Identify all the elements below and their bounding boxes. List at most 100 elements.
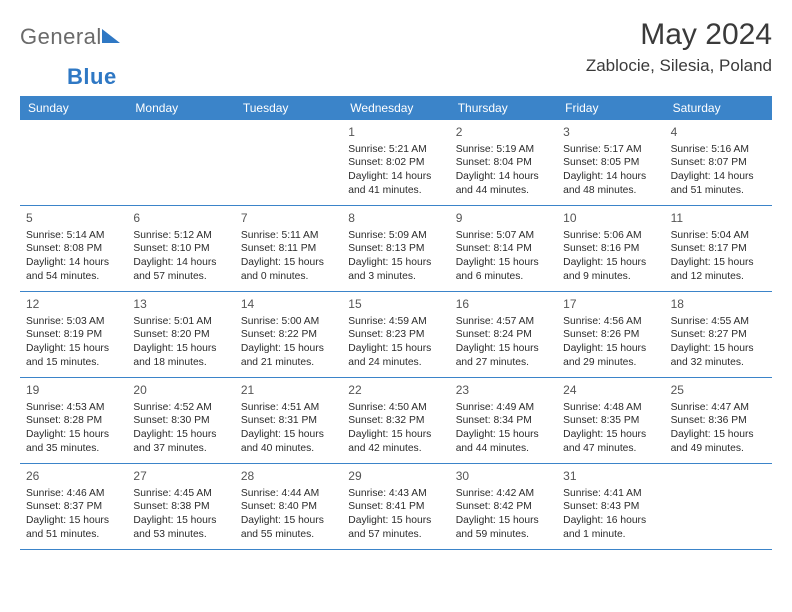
sunset-line: Sunset: 8:43 PM: [563, 500, 658, 514]
sunrise-line: Sunrise: 4:50 AM: [348, 401, 443, 415]
sunrise-line: Sunrise: 5:04 AM: [671, 229, 766, 243]
sunset-line: Sunset: 8:32 PM: [348, 414, 443, 428]
daylight-line: Daylight: 15 hours and 55 minutes.: [241, 514, 336, 541]
dayhead-thu: Thursday: [450, 96, 557, 120]
day-cell-25: 25Sunrise: 4:47 AMSunset: 8:36 PMDayligh…: [665, 378, 772, 464]
sunrise-line: Sunrise: 5:11 AM: [241, 229, 336, 243]
sunrise-line: Sunrise: 5:17 AM: [563, 143, 658, 157]
sunrise-line: Sunrise: 5:12 AM: [133, 229, 228, 243]
sunset-line: Sunset: 8:08 PM: [26, 242, 121, 256]
calendar-grid: Sunday Monday Tuesday Wednesday Thursday…: [20, 96, 772, 550]
sunset-line: Sunset: 8:19 PM: [26, 328, 121, 342]
sunrise-line: Sunrise: 5:01 AM: [133, 315, 228, 329]
sunrise-line: Sunrise: 4:46 AM: [26, 487, 121, 501]
day-number: 11: [671, 211, 766, 227]
sunset-line: Sunset: 8:34 PM: [456, 414, 551, 428]
daylight-line: Daylight: 15 hours and 0 minutes.: [241, 256, 336, 283]
day-number: 12: [26, 297, 121, 313]
daylight-line: Daylight: 15 hours and 18 minutes.: [133, 342, 228, 369]
sunrise-line: Sunrise: 5:06 AM: [563, 229, 658, 243]
day-number: 22: [348, 383, 443, 399]
day-number: 13: [133, 297, 228, 313]
page-title: May 2024: [586, 18, 772, 52]
sunrise-line: Sunrise: 4:51 AM: [241, 401, 336, 415]
brand-word1: General: [20, 24, 102, 50]
sunrise-line: Sunrise: 4:47 AM: [671, 401, 766, 415]
day-cell-8: 8 Sunrise: 5:09 AMSunset: 8:13 PMDaylight…: [342, 206, 449, 292]
sunrise-line: Sunrise: 5:07 AM: [456, 229, 551, 243]
day-cell-22: 22 Sunrise: 4:50 AMSunset: 8:32 PMDayligh…: [342, 378, 449, 464]
day-number: 17: [563, 297, 658, 313]
day-cell-15: 15Sunrise: 4:59 AMSunset: 8:23 PMDayligh…: [342, 292, 449, 378]
day-cell-4: 4Sunrise: 5:16 AMSunset: 8:07 PMDaylight…: [665, 120, 772, 206]
day-cell-9: 9Sunrise: 5:07 AMSunset: 8:14 PMDaylight…: [450, 206, 557, 292]
dayhead-fri: Friday: [557, 96, 664, 120]
daylight-line: Daylight: 15 hours and 24 minutes.: [348, 342, 443, 369]
daylight-line: Daylight: 15 hours and 6 minutes.: [456, 256, 551, 283]
day-number: 25: [671, 383, 766, 399]
daylight-line: Daylight: 15 hours and 42 minutes.: [348, 428, 443, 455]
sunrise-line: Sunrise: 5:09 AM: [348, 229, 443, 243]
daylight-line: Daylight: 15 hours and 44 minutes.: [456, 428, 551, 455]
sunset-line: Sunset: 8:23 PM: [348, 328, 443, 342]
day-cell-28: 28Sunrise: 4:44 AMSunset: 8:40 PMDayligh…: [235, 464, 342, 550]
sunset-line: Sunset: 8:41 PM: [348, 500, 443, 514]
day-number: 15: [348, 297, 443, 313]
day-cell-14: 14Sunrise: 5:00 AMSunset: 8:22 PMDayligh…: [235, 292, 342, 378]
day-cell-31: 31Sunrise: 4:41 AMSunset: 8:43 PMDayligh…: [557, 464, 664, 550]
daylight-line: Daylight: 15 hours and 35 minutes.: [26, 428, 121, 455]
sunrise-line: Sunrise: 4:43 AM: [348, 487, 443, 501]
day-cell-27: 27Sunrise: 4:45 AMSunset: 8:38 PMDayligh…: [127, 464, 234, 550]
dayhead-sun: Sunday: [20, 96, 127, 120]
day-number: 6: [133, 211, 228, 227]
day-number: 27: [133, 469, 228, 485]
daylight-line: Daylight: 15 hours and 15 minutes.: [26, 342, 121, 369]
sunset-line: Sunset: 8:05 PM: [563, 156, 658, 170]
day-number: 24: [563, 383, 658, 399]
day-cell-30: 30Sunrise: 4:42 AMSunset: 8:42 PMDayligh…: [450, 464, 557, 550]
sail-icon: [102, 29, 120, 43]
day-cell-24: 24Sunrise: 4:48 AMSunset: 8:35 PMDayligh…: [557, 378, 664, 464]
sunset-line: Sunset: 8:07 PM: [671, 156, 766, 170]
sunrise-line: Sunrise: 4:52 AM: [133, 401, 228, 415]
day-number: 20: [133, 383, 228, 399]
sunset-line: Sunset: 8:02 PM: [348, 156, 443, 170]
empty-cell: [20, 120, 127, 206]
daylight-line: Daylight: 15 hours and 57 minutes.: [348, 514, 443, 541]
sunset-line: Sunset: 8:04 PM: [456, 156, 551, 170]
daylight-line: Daylight: 15 hours and 29 minutes.: [563, 342, 658, 369]
daylight-line: Daylight: 15 hours and 3 minutes.: [348, 256, 443, 283]
daylight-line: Daylight: 15 hours and 40 minutes.: [241, 428, 336, 455]
sunset-line: Sunset: 8:37 PM: [26, 500, 121, 514]
sunset-line: Sunset: 8:24 PM: [456, 328, 551, 342]
sunrise-line: Sunrise: 4:48 AM: [563, 401, 658, 415]
day-cell-12: 12Sunrise: 5:03 AMSunset: 8:19 PMDayligh…: [20, 292, 127, 378]
sunset-line: Sunset: 8:42 PM: [456, 500, 551, 514]
daylight-line: Daylight: 15 hours and 53 minutes.: [133, 514, 228, 541]
sunrise-line: Sunrise: 4:55 AM: [671, 315, 766, 329]
day-cell-13: 13Sunrise: 5:01 AMSunset: 8:20 PMDayligh…: [127, 292, 234, 378]
brand-word2: Blue: [67, 64, 117, 89]
day-number: 29: [348, 469, 443, 485]
brand-logo: General: [20, 18, 122, 50]
daylight-line: Daylight: 16 hours and 1 minute.: [563, 514, 658, 541]
sunrise-line: Sunrise: 4:57 AM: [456, 315, 551, 329]
sunset-line: Sunset: 8:14 PM: [456, 242, 551, 256]
sunrise-line: Sunrise: 5:00 AM: [241, 315, 336, 329]
day-number: 4: [671, 125, 766, 141]
sunset-line: Sunset: 8:13 PM: [348, 242, 443, 256]
day-number: 28: [241, 469, 336, 485]
day-number: 2: [456, 125, 551, 141]
day-number: 8: [348, 211, 443, 227]
sunrise-line: Sunrise: 4:45 AM: [133, 487, 228, 501]
sunrise-line: Sunrise: 5:19 AM: [456, 143, 551, 157]
daylight-line: Daylight: 15 hours and 49 minutes.: [671, 428, 766, 455]
sunrise-line: Sunrise: 4:49 AM: [456, 401, 551, 415]
day-cell-19: 19Sunrise: 4:53 AMSunset: 8:28 PMDayligh…: [20, 378, 127, 464]
dayhead-tue: Tuesday: [235, 96, 342, 120]
dayhead-sat: Saturday: [665, 96, 772, 120]
daylight-line: Daylight: 15 hours and 12 minutes.: [671, 256, 766, 283]
day-cell-16: 16Sunrise: 4:57 AMSunset: 8:24 PMDayligh…: [450, 292, 557, 378]
daylight-line: Daylight: 14 hours and 44 minutes.: [456, 170, 551, 197]
dayhead-mon: Monday: [127, 96, 234, 120]
